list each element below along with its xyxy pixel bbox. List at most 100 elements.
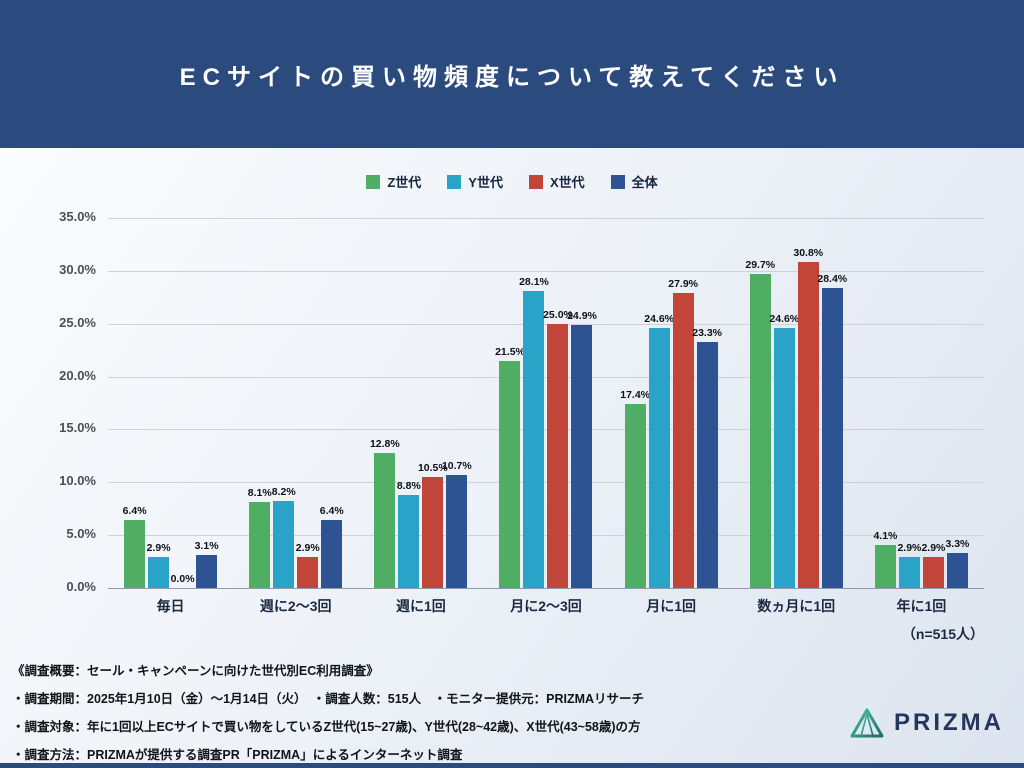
bar-group: 6.4% 2.9% 0.0% 3.1% [108,218,233,588]
bar-value-label: 8.2% [271,486,296,499]
bar-value-label: 23.3% [692,326,723,339]
survey-overview-line: 《調査概要：セール・キャンペーンに向けた世代別EC利用調査》 [12,664,379,678]
x-tick-label: 数ヵ月に1回 [757,598,836,614]
bottom-accent-bar [0,763,1024,768]
bar: 23.3% [692,327,722,588]
legend-label: 全体 [631,175,658,190]
bar: 3.3% [945,538,969,588]
legend-swatch [366,174,381,189]
bar-value-label: 3.1% [194,540,219,553]
bar: 28.4% [817,273,847,588]
bar: 6.4% [320,505,344,588]
bar: 8.8% [397,480,421,588]
x-tick-label: 週に1回 [395,598,446,614]
brand-name: PRIZMA [894,709,1004,736]
legend-label: Z世代 [387,175,422,190]
bar: 27.9% [668,278,698,588]
y-tick-label: 30.0% [59,261,96,277]
legend-item: Z世代 [366,172,421,191]
legend-swatch [447,174,462,189]
bar-group: 12.8% 8.8% 10.5% 10.7% [358,218,483,588]
bar-group: 21.5% 28.1% 25.0% 24.9% [483,218,608,588]
bar: 2.9% [921,542,945,588]
bar-value-label: 21.5% [495,345,525,358]
bar: 2.9% [897,542,921,588]
gridline [108,270,984,272]
survey-period-line: ・調査期間：2025年1月10日（金）〜1月14日（火） ・調査人数：515人 … [12,692,645,706]
x-tick-label: 週に2〜3回 [259,598,332,614]
bar: 28.1% [519,276,549,588]
bar-value-label: 30.8% [793,247,824,260]
y-tick-label: 20.0% [59,367,96,383]
y-tick-label: 10.0% [59,473,96,489]
bar: 4.1% [873,530,897,588]
bar-value-label: 3.3% [945,538,970,551]
bar-value-label: 28.1% [519,275,549,288]
bar: 17.4% [620,389,650,588]
plot-area: 6.4% 2.9% 0.0% 3.1% 8.1% 8.2% 2.9% 6.4% 12.8% 8.8… [108,218,984,589]
bar: 10.7% [442,460,472,588]
bar: 2.9% [147,542,171,588]
bar-group: 4.1% 2.9% 2.9% 3.3% [859,218,984,588]
x-tick-label: 月に1回 [646,598,697,614]
bar: 6.4% [123,505,147,588]
bar-value-label: 10.7% [441,459,472,472]
survey-notes: 《調査概要：セール・キャンペーンに向けた世代別EC利用調査》 ・調査期間：202… [12,660,644,768]
y-axis-labels: 0.0% 5.0% 10.0% 15.0% 20.0% 25.0% 30.0% 35.0% [28,209,96,594]
y-tick-label: 25.0% [59,314,96,330]
gridline [108,588,984,589]
bar-value-label: 4.1% [873,529,898,542]
header: ECサイトの買い物頻度について教えてください [0,0,1024,148]
bar-value-label: 8.8% [396,479,421,492]
page-title: ECサイトの買い物頻度について教えてください [179,63,845,91]
gridline [108,429,984,431]
bar: 29.7% [745,259,775,588]
bar-value-label: 2.9% [295,542,320,555]
brand-logo: PRIZMA [850,708,1004,738]
bar-value-label: 6.4% [122,505,147,518]
bar: 10.5% [418,462,448,588]
x-axis-labels: 毎日 週に2〜3回 週に1回 月に2〜3回 月に1回 数ヵ月に1回 年に1回 [108,596,984,616]
legend-label: X世代 [549,175,585,190]
bar: 12.8% [370,438,400,588]
bar-group: 17.4% 24.6% 27.9% 23.3% [609,218,734,588]
bar-group: 8.1% 8.2% 2.9% 6.4% [233,218,358,588]
bar: 3.1% [195,540,219,588]
bar: 8.1% [248,487,272,588]
bar-value-label: 2.9% [897,542,922,555]
chart-legend: Z世代 Y世代 X世代 全体 [0,172,1024,191]
bar-value-label: 8.1% [247,487,272,500]
legend-label: Y世代 [468,175,503,190]
bar-value-label: 10.5% [417,462,448,474]
bar-group: 29.7% 24.6% 30.8% 28.4% [734,218,859,588]
gridline [108,482,984,484]
legend-swatch [528,174,543,189]
legend-swatch [610,174,625,189]
bar: 30.8% [793,247,823,588]
legend-item: 全体 [610,172,658,191]
bar-value-label: 2.9% [146,542,171,555]
x-tick-label: 毎日 [156,598,185,614]
survey-target-line: ・調査対象：年に1回以上ECサイトで買い物をしているZ世代(15~27歳)、Y世… [12,720,641,734]
bar-value-label: 0.0% [170,573,195,585]
bar-value-label: 12.8% [369,437,400,450]
y-tick-label: 35.0% [59,209,96,224]
y-tick-label: 5.0% [66,526,96,542]
bar-value-label: 28.4% [817,272,848,285]
bar: 24.6% [644,313,674,588]
legend-item: Y世代 [447,172,503,191]
bar-value-label: 25.0% [543,308,573,321]
y-tick-label: 15.0% [59,420,96,436]
bar-value-label: 27.9% [668,278,699,291]
bar-value-label: 24.9% [567,309,597,322]
bar-value-label: 2.9% [921,542,946,555]
bar: 21.5% [495,346,525,588]
bar: 2.9% [296,542,320,588]
bar-value-label: 24.6% [644,312,675,325]
gridline [108,376,984,378]
bar-value-label: 17.4% [620,389,651,402]
gridline [108,323,984,325]
x-tick-label: 年に1回 [896,598,947,614]
y-tick-label: 0.0% [66,579,96,594]
